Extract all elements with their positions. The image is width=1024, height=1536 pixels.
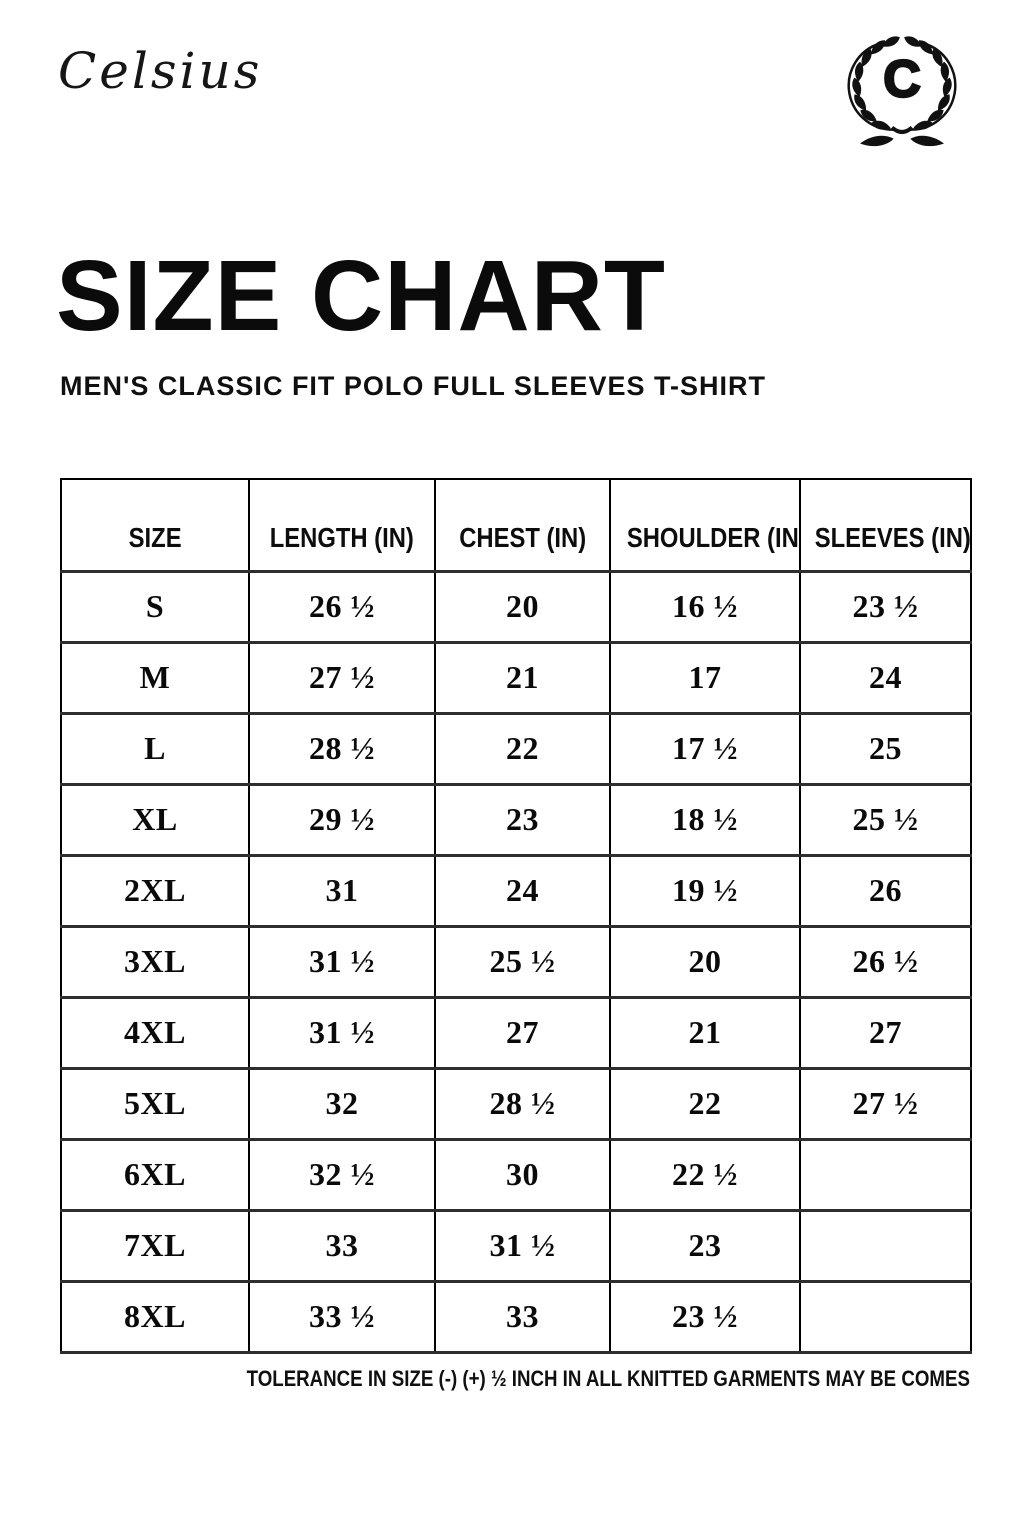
length-cell: 31 ½	[248, 995, 436, 1070]
sleeves-cell	[799, 1279, 972, 1354]
size-cell: 5XL	[60, 1066, 250, 1141]
column-header-length: LENGTH (IN)	[248, 478, 436, 573]
length-cell: 31	[248, 853, 436, 928]
column-header-sleeves: SLEEVES (IN)	[799, 478, 972, 573]
shoulder-cell: 17 ½	[609, 711, 801, 786]
column-header-shoulder: SHOULDER (IN)	[609, 478, 801, 573]
size-cell: 6XL	[60, 1137, 250, 1212]
emblem-letter: C	[883, 51, 921, 109]
size-cell: 7XL	[60, 1208, 250, 1283]
table-row: XL 29 ½ 23 18 ½ 25 ½	[60, 782, 972, 857]
length-cell: 27 ½	[248, 640, 436, 715]
length-cell: 31 ½	[248, 924, 436, 999]
length-cell: 33	[248, 1208, 436, 1283]
length-cell: 32	[248, 1066, 436, 1141]
page-title: SIZE CHART	[56, 240, 666, 352]
sleeves-cell: 25 ½	[799, 782, 972, 857]
length-cell: 28 ½	[248, 711, 436, 786]
shoulder-cell: 17	[609, 640, 801, 715]
size-cell: S	[60, 569, 250, 644]
size-cell: M	[60, 640, 250, 715]
table-row: 6XL 32 ½ 30 22 ½	[60, 1137, 972, 1212]
table-row: 5XL 32 28 ½ 22 27 ½	[60, 1066, 972, 1141]
shoulder-cell: 18 ½	[609, 782, 801, 857]
sleeves-cell: 25	[799, 711, 972, 786]
shoulder-cell: 20	[609, 924, 801, 999]
brand-logo-text: Celsius	[58, 42, 263, 100]
sleeves-cell: 26 ½	[799, 924, 972, 999]
length-cell: 32 ½	[248, 1137, 436, 1212]
chest-cell: 23	[434, 782, 611, 857]
chest-cell: 27	[434, 995, 611, 1070]
shoulder-cell: 21	[609, 995, 801, 1070]
header-row: SIZE LENGTH (IN) CHEST (IN) SHOULDER (IN…	[60, 478, 972, 573]
tolerance-note: TOLERANCE IN SIZE (-) (+) ½ INCH IN ALL …	[246, 1366, 970, 1391]
length-cell: 33 ½	[248, 1279, 436, 1354]
table-row: S 26 ½ 20 16 ½ 23 ½	[60, 569, 972, 644]
table-row: 8XL 33 ½ 33 23 ½	[60, 1279, 972, 1354]
table-row: 7XL 33 31 ½ 23	[60, 1208, 972, 1283]
shoulder-cell: 23	[609, 1208, 801, 1283]
sleeves-cell	[799, 1208, 972, 1283]
size-cell: XL	[60, 782, 250, 857]
table-row: 2XL 31 24 19 ½ 26	[60, 853, 972, 928]
shoulder-cell: 22 ½	[609, 1137, 801, 1212]
shoulder-cell: 19 ½	[609, 853, 801, 928]
chest-cell: 31 ½	[434, 1208, 611, 1283]
chest-cell: 21	[434, 640, 611, 715]
column-header-chest: CHEST (IN)	[434, 478, 611, 573]
sleeves-cell	[799, 1137, 972, 1212]
length-cell: 29 ½	[248, 782, 436, 857]
chest-cell: 25 ½	[434, 924, 611, 999]
chest-cell: 24	[434, 853, 611, 928]
size-cell: 2XL	[60, 853, 250, 928]
chest-cell: 20	[434, 569, 611, 644]
table-row: L 28 ½ 22 17 ½ 25	[60, 711, 972, 786]
chest-cell: 33	[434, 1279, 611, 1354]
sleeves-cell: 26	[799, 853, 972, 928]
laurel-wreath-icon: C	[832, 24, 972, 152]
table-row: M 27 ½ 21 17 24	[60, 640, 972, 715]
table-row: 3XL 31 ½ 25 ½ 20 26 ½	[60, 924, 972, 999]
page-subtitle: MEN'S CLASSIC FIT POLO FULL SLEEVES T-SH…	[60, 371, 766, 401]
table-row: 4XL 31 ½ 27 21 27	[60, 995, 972, 1070]
size-cell: 3XL	[60, 924, 250, 999]
shoulder-cell: 22	[609, 1066, 801, 1141]
sleeves-cell: 24	[799, 640, 972, 715]
size-chart-table: SIZE LENGTH (IN) CHEST (IN) SHOULDER (IN…	[60, 478, 972, 1354]
sleeves-cell: 27 ½	[799, 1066, 972, 1141]
size-cell: L	[60, 711, 250, 786]
column-header-size: SIZE	[60, 478, 250, 573]
shoulder-cell: 23 ½	[609, 1279, 801, 1354]
length-cell: 26 ½	[248, 569, 436, 644]
chest-cell: 22	[434, 711, 611, 786]
chest-cell: 28 ½	[434, 1066, 611, 1141]
sleeves-cell: 27	[799, 995, 972, 1070]
shoulder-cell: 16 ½	[609, 569, 801, 644]
size-cell: 4XL	[60, 995, 250, 1070]
chest-cell: 30	[434, 1137, 611, 1212]
sleeves-cell: 23 ½	[799, 569, 972, 644]
size-cell: 8XL	[60, 1279, 250, 1354]
